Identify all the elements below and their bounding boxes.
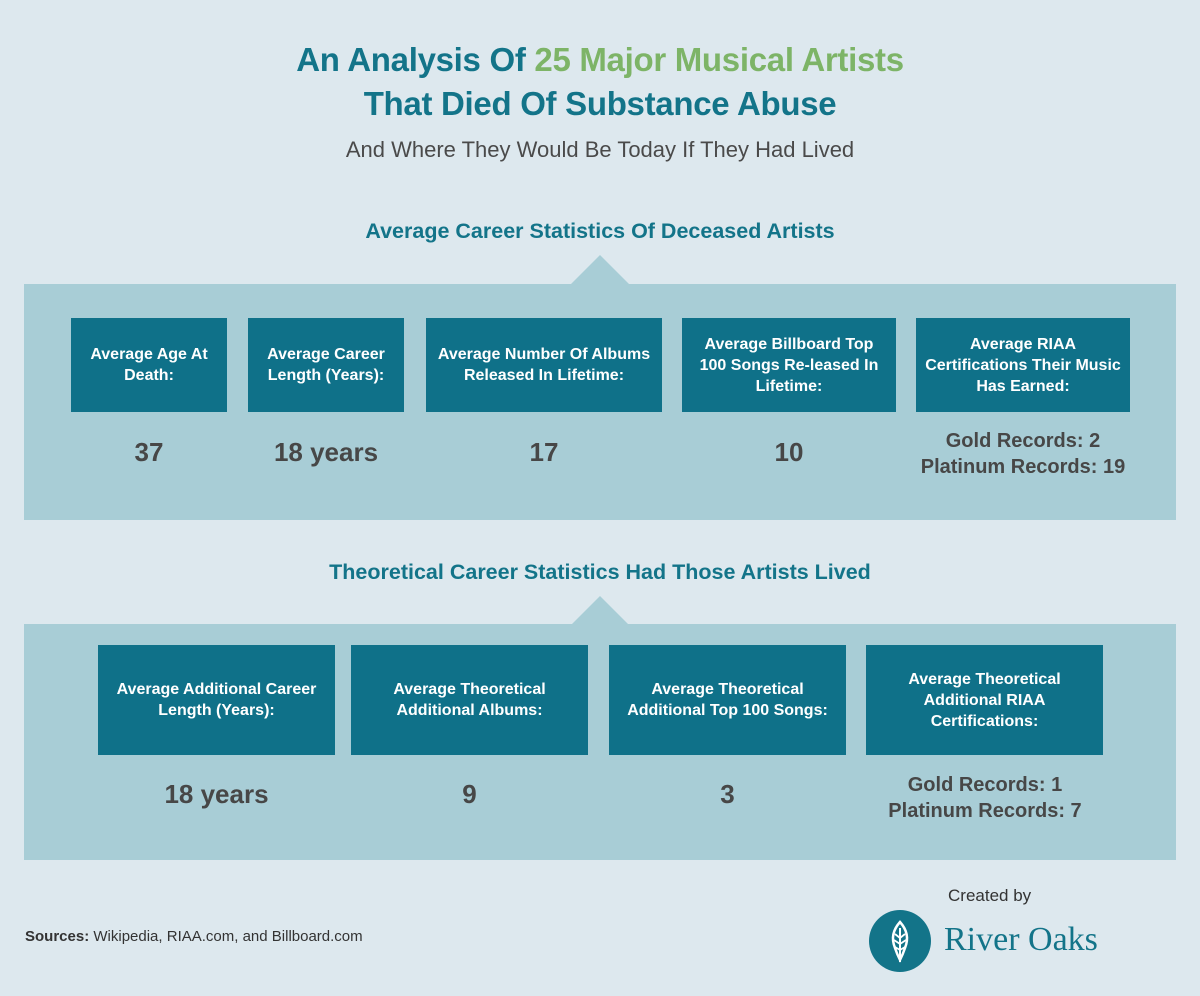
page-subtitle: And Where They Would Be Today If They Ha… — [345, 137, 855, 162]
oak-leaf-icon — [869, 910, 931, 972]
stat-label-top100-songs: Average Billboard Top 100 Songs Re-lease… — [682, 318, 896, 412]
section1-heading: Average Career Statistics Of Deceased Ar… — [365, 219, 835, 243]
page-title: An Analysis Of 25 Major Musical Artists … — [0, 38, 1200, 126]
title-line-2: That Died Of Substance Abuse — [363, 85, 837, 122]
sources-label: Sources: — [25, 928, 90, 945]
stat-label-additional-top100-songs: Average Theoretical Additional Top 100 S… — [609, 645, 846, 755]
stat-value-riaa-certifications: Gold Records: 2 Platinum Records: 19 — [892, 428, 1154, 480]
stat-label-additional-career-length: Average Additional Career Length (Years)… — [98, 645, 335, 755]
section2-heading: Theoretical Career Statistics Had Those … — [329, 560, 871, 584]
stat-label-albums-released: Average Number Of Albums Released In Lif… — [426, 318, 662, 412]
sources: Sources: Wikipedia, RIAA.com, and Billbo… — [25, 928, 363, 945]
stat-value-additional-top100-songs: 3 — [720, 779, 735, 809]
stat-label-riaa-certifications: Average RIAA Certifications Their Music … — [916, 318, 1130, 412]
stat-label-age-at-death: Average Age At Death: — [71, 318, 227, 412]
stat-value-career-length: 18 years — [273, 437, 379, 467]
brand-name: River Oaks — [944, 921, 1098, 958]
stat-label-additional-riaa-certifications: Average Theoretical Additional RIAA Cert… — [866, 645, 1103, 755]
stat-value-additional-riaa-certifications: Gold Records: 1 Platinum Records: 7 — [850, 772, 1120, 824]
additional-platinum-records-value: Platinum Records: 7 — [888, 800, 1082, 822]
stat-label-career-length: Average Career Length (Years): — [248, 318, 404, 412]
stat-label-additional-albums: Average Theoretical Additional Albums: — [351, 645, 588, 755]
sources-text: Wikipedia, RIAA.com, and Billboard.com — [89, 928, 363, 945]
stat-value-age-at-death: 37 — [134, 437, 164, 467]
stat-value-albums-released: 17 — [529, 437, 559, 467]
created-by-label: Created by — [948, 886, 1032, 905]
section1-notch — [570, 255, 630, 285]
stat-value-additional-albums: 9 — [462, 779, 477, 809]
stat-value-top100-songs: 10 — [774, 437, 804, 467]
section2-notch — [570, 596, 630, 626]
additional-gold-records-value: Gold Records: 1 — [907, 774, 1063, 796]
title-prefix: An Analysis Of — [296, 41, 535, 78]
title-highlight: 25 Major Musical Artists — [534, 41, 904, 78]
gold-records-value: Gold Records: 2 — [945, 430, 1101, 452]
platinum-records-value: Platinum Records: 19 — [920, 456, 1126, 478]
stat-value-additional-career-length: 18 years — [164, 779, 269, 809]
